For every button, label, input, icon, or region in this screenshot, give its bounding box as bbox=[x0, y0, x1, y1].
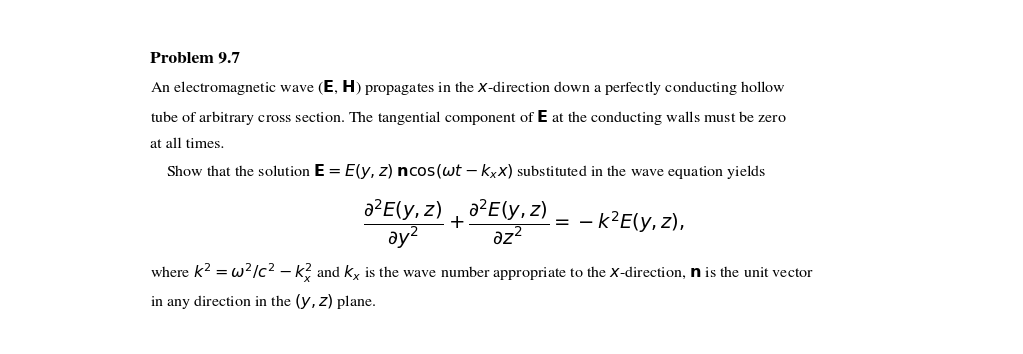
Text: Problem 9.7: Problem 9.7 bbox=[150, 52, 240, 66]
Text: tube of arbitrary cross section. The tangential component of $\mathbf{E}$ at the: tube of arbitrary cross section. The tan… bbox=[150, 108, 787, 127]
Text: at all times.: at all times. bbox=[150, 138, 224, 151]
Text: in any direction in the $(y, z)$ plane.: in any direction in the $(y, z)$ plane. bbox=[150, 292, 376, 311]
Text: where $k^2 = \omega^2/c^2 - k_x^2$ and $k_x$ is the wave number appropriate to t: where $k^2 = \omega^2/c^2 - k_x^2$ and $… bbox=[150, 262, 814, 285]
Text: An electromagnetic wave ($\mathbf{E}$, $\mathbf{H}$) propagates in the $x$-direc: An electromagnetic wave ($\mathbf{E}$, $… bbox=[150, 78, 786, 97]
Text: Show that the solution $\mathbf{E} = E(y, z)$ $\mathbf{n}$$\cos (\omega t - k_x : Show that the solution $\mathbf{E} = E(y… bbox=[150, 162, 766, 181]
Text: $\dfrac{\partial^2 E(y,z)}{\partial y^2} + \dfrac{\partial^2 E(y,z)}{\partial z^: $\dfrac{\partial^2 E(y,z)}{\partial y^2}… bbox=[363, 198, 685, 251]
